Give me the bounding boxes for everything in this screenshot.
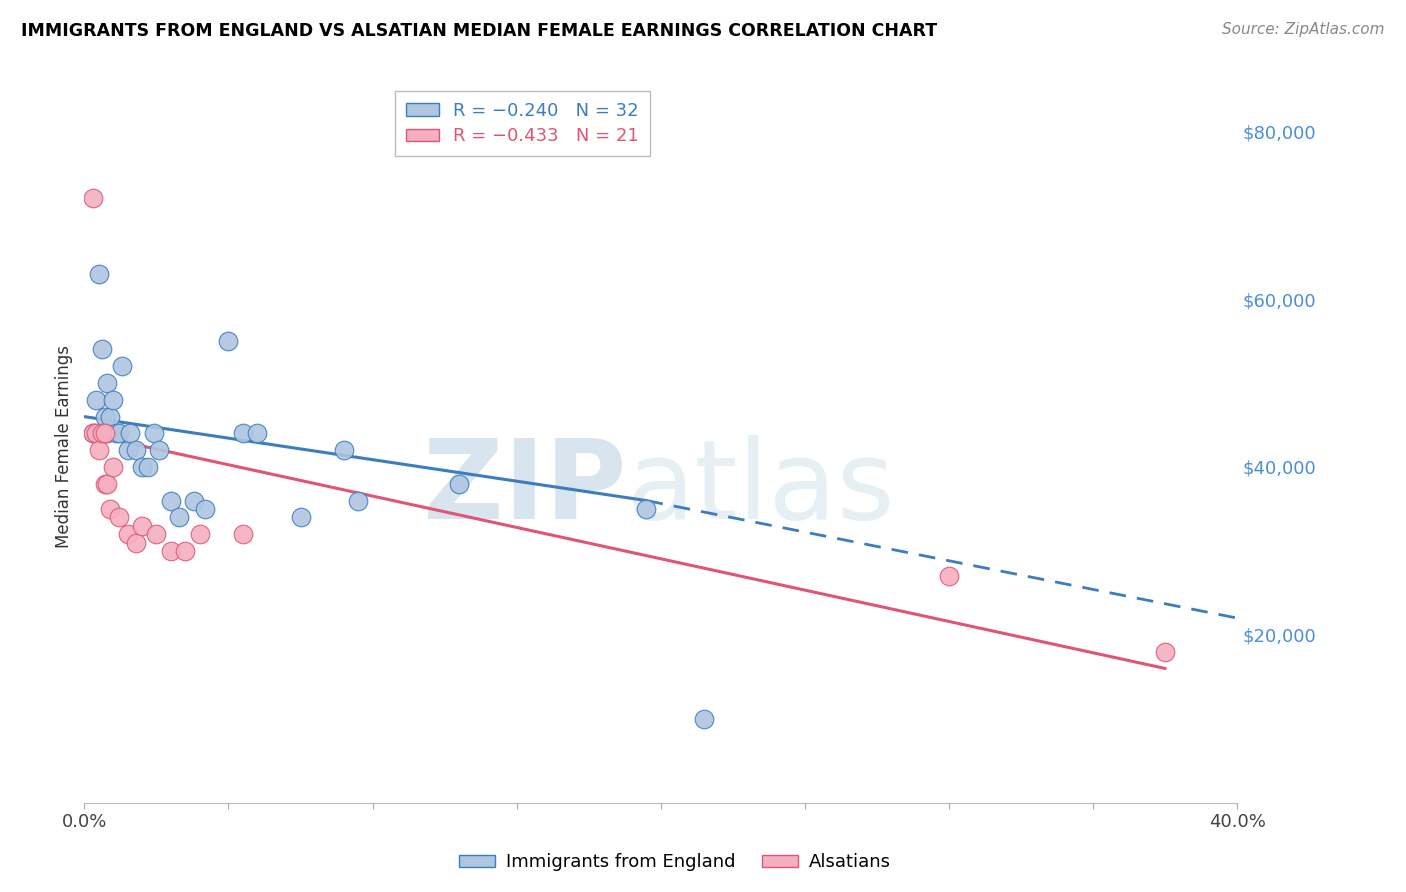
Text: ZIP: ZIP <box>423 435 626 542</box>
Point <box>93 409 115 424</box>
Point <box>82 426 104 441</box>
Point <box>90 426 112 441</box>
Point <box>87 267 110 281</box>
Point <box>160 493 183 508</box>
Point <box>148 443 170 458</box>
Point <box>82 191 104 205</box>
Point <box>103 460 124 475</box>
Point <box>96 376 118 390</box>
Point <box>142 426 165 441</box>
Point <box>232 426 254 441</box>
Point <box>117 443 139 458</box>
Point <box>347 493 370 508</box>
Point <box>108 510 131 524</box>
Point <box>218 334 240 348</box>
Point <box>93 476 115 491</box>
Point <box>82 426 104 441</box>
Point <box>96 476 118 491</box>
Point <box>117 527 139 541</box>
Point <box>174 544 197 558</box>
Point <box>188 527 211 541</box>
Point <box>125 443 148 458</box>
Point <box>169 510 191 524</box>
Point <box>125 535 148 549</box>
Point <box>160 544 183 558</box>
Point <box>90 343 112 357</box>
Point <box>145 527 167 541</box>
Point <box>194 502 217 516</box>
Point <box>938 569 960 583</box>
Point <box>136 460 159 475</box>
Point <box>333 443 356 458</box>
Point <box>84 426 107 441</box>
Point <box>87 443 110 458</box>
Point <box>96 426 118 441</box>
Point <box>131 518 153 533</box>
Point <box>105 426 128 441</box>
Point <box>232 527 254 541</box>
Point <box>103 392 124 407</box>
Point <box>693 712 716 726</box>
Point <box>246 426 269 441</box>
Point <box>183 493 205 508</box>
Point <box>636 502 658 516</box>
Point <box>98 409 121 424</box>
Point <box>98 502 121 516</box>
Point <box>290 510 312 524</box>
Text: IMMIGRANTS FROM ENGLAND VS ALSATIAN MEDIAN FEMALE EARNINGS CORRELATION CHART: IMMIGRANTS FROM ENGLAND VS ALSATIAN MEDI… <box>21 22 938 40</box>
Point <box>449 476 471 491</box>
Point <box>120 426 142 441</box>
Text: atlas: atlas <box>626 435 894 542</box>
Legend: Immigrants from England, Alsatians: Immigrants from England, Alsatians <box>451 847 898 879</box>
Legend: R = −0.240   N = 32, R = −0.433   N = 21: R = −0.240 N = 32, R = −0.433 N = 21 <box>395 91 650 156</box>
Point <box>84 392 107 407</box>
Point <box>93 426 115 441</box>
Point <box>1154 645 1177 659</box>
Point <box>111 359 134 374</box>
Point <box>131 460 153 475</box>
Text: Source: ZipAtlas.com: Source: ZipAtlas.com <box>1222 22 1385 37</box>
Y-axis label: Median Female Earnings: Median Female Earnings <box>55 344 73 548</box>
Point <box>108 426 131 441</box>
